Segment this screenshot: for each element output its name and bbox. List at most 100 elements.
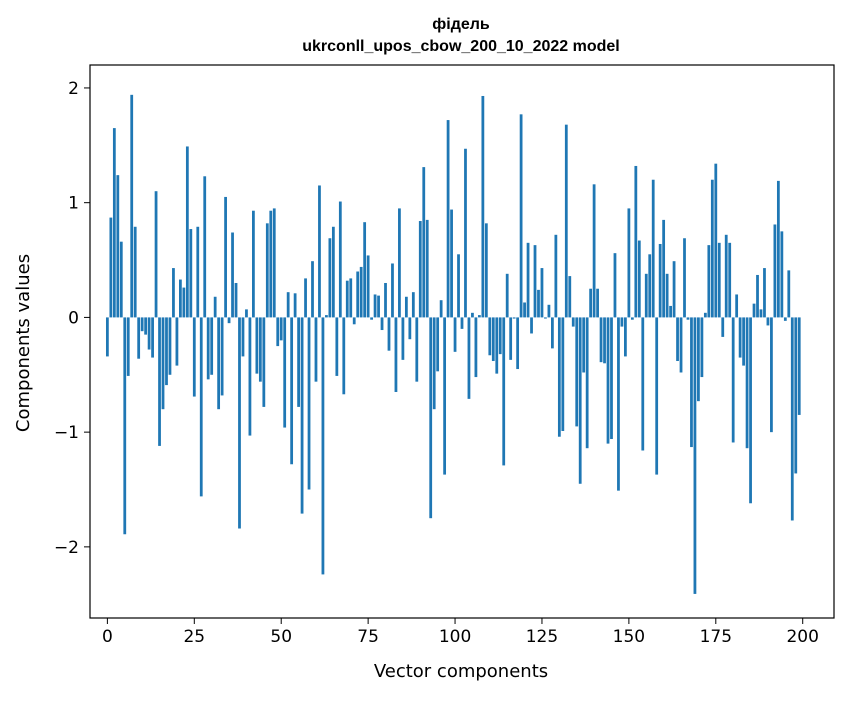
plot-frame — [89, 64, 835, 619]
bar — [578, 317, 582, 484]
bar — [172, 268, 175, 318]
bar — [425, 219, 429, 318]
bar — [484, 223, 488, 318]
bar — [589, 288, 593, 318]
bar — [432, 317, 436, 410]
bar — [537, 289, 540, 318]
bar — [630, 317, 634, 320]
bar — [192, 317, 196, 397]
bar — [130, 94, 134, 318]
bar — [637, 240, 641, 318]
bar — [418, 221, 422, 318]
bar — [693, 317, 697, 594]
bar — [714, 163, 718, 318]
bar — [738, 317, 742, 358]
bar — [575, 317, 579, 427]
bar — [707, 245, 711, 318]
bar — [436, 317, 440, 372]
bar — [450, 209, 453, 318]
bar — [168, 317, 172, 375]
bar — [105, 317, 109, 357]
bar — [505, 273, 509, 318]
bar — [335, 317, 339, 376]
bar — [721, 317, 725, 337]
bar — [547, 304, 551, 318]
bar — [241, 317, 245, 357]
bar — [331, 226, 335, 318]
bar — [474, 317, 478, 378]
bar — [206, 317, 210, 380]
bar — [776, 180, 780, 318]
bar — [686, 317, 690, 320]
bar — [477, 315, 481, 318]
bar — [648, 254, 652, 318]
bar — [401, 317, 405, 360]
bar — [783, 317, 787, 321]
bar — [144, 317, 148, 335]
bar — [342, 317, 346, 395]
x-tick-label: 50 — [270, 627, 292, 647]
bar — [300, 317, 304, 514]
bar — [697, 317, 700, 402]
y-tick-label: 2 — [68, 79, 79, 99]
bar — [651, 179, 655, 318]
bar — [658, 243, 662, 318]
bar — [644, 273, 648, 318]
bar — [512, 317, 516, 319]
chart-title: фідель — [432, 16, 490, 33]
x-tick-label: 200 — [786, 627, 818, 647]
bar — [290, 317, 294, 465]
bar — [286, 292, 290, 318]
bar — [158, 317, 161, 446]
bar — [446, 120, 450, 318]
bar — [203, 176, 207, 318]
bar — [349, 278, 353, 318]
bar — [182, 287, 186, 318]
bar — [258, 317, 262, 382]
bar — [161, 317, 165, 410]
bar — [394, 317, 398, 392]
bar — [544, 317, 547, 319]
bar — [352, 317, 356, 325]
bar — [773, 224, 777, 318]
bar — [345, 280, 349, 318]
bar — [756, 274, 759, 318]
bar — [679, 317, 683, 373]
bar — [488, 317, 492, 356]
bar — [387, 317, 391, 351]
bar — [763, 268, 766, 318]
bar — [112, 128, 116, 318]
bar — [272, 208, 276, 318]
bar — [498, 317, 502, 355]
bar — [551, 317, 554, 349]
bar — [429, 317, 433, 519]
y-tick-label: −1 — [54, 423, 79, 443]
bar — [790, 317, 794, 521]
bar — [641, 317, 645, 451]
bar — [752, 303, 756, 318]
bar — [745, 317, 749, 449]
bar — [314, 317, 318, 382]
bar — [363, 222, 367, 318]
bar — [318, 185, 321, 318]
bar — [185, 146, 189, 318]
bar — [453, 317, 457, 352]
bar — [471, 312, 474, 318]
x-tick-label: 0 — [102, 627, 113, 647]
bar — [599, 317, 603, 363]
bar — [126, 317, 130, 376]
bar — [735, 294, 739, 318]
bar — [248, 317, 252, 436]
bar — [749, 317, 752, 504]
chart-subtitle: ukrconll_upos_cbow_200_10_2022 model — [302, 38, 619, 55]
bar — [495, 317, 499, 374]
bar — [283, 317, 287, 428]
bar — [662, 219, 666, 318]
y-tick-label: 0 — [68, 308, 79, 328]
x-tick-label: 25 — [183, 627, 205, 647]
bar — [304, 278, 307, 318]
bar — [356, 271, 360, 318]
bar — [571, 317, 575, 327]
bar — [491, 317, 495, 362]
bar — [770, 317, 773, 433]
